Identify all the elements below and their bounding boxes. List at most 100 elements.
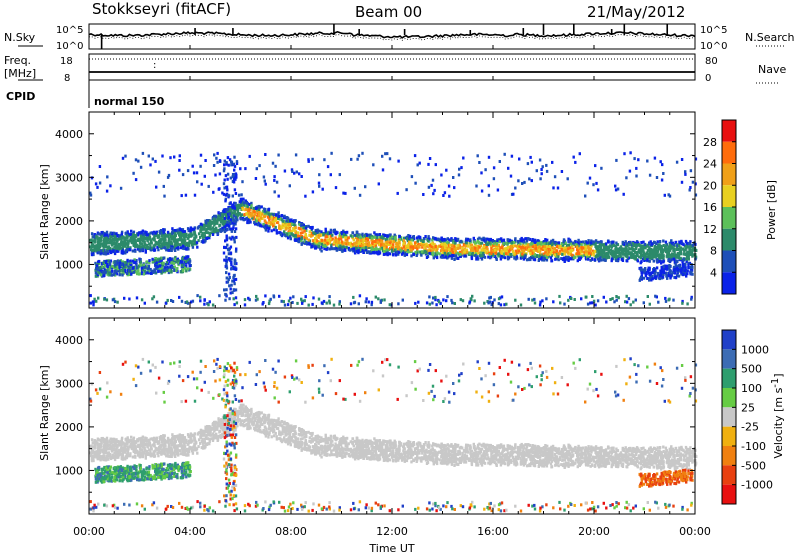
- power-cell: [394, 235, 397, 239]
- power-cell: [205, 237, 209, 240]
- power-cell: [391, 240, 394, 244]
- power-cell: [210, 227, 213, 231]
- power-cell: [499, 303, 503, 307]
- power-cell: [97, 251, 100, 255]
- power-cell: [199, 295, 202, 299]
- power-cell: [398, 243, 401, 246]
- power-cell: [248, 208, 251, 212]
- power-cell: [250, 204, 253, 208]
- power-cell: [583, 251, 586, 255]
- power-cell: [480, 241, 484, 245]
- power-cell: [451, 301, 454, 305]
- power-cell: [663, 193, 666, 197]
- power-cell: [274, 213, 278, 217]
- power-cell: [200, 182, 203, 186]
- power-cell: [540, 168, 543, 171]
- power-cell: [614, 184, 617, 188]
- power-cell: [664, 296, 667, 300]
- power-cell: [163, 234, 166, 238]
- power-cell: [317, 297, 321, 301]
- power-cell: [92, 253, 95, 257]
- power-cell: [680, 180, 684, 184]
- power-cell: [425, 256, 429, 259]
- power-cell: [151, 157, 154, 161]
- power-cell: [229, 209, 232, 213]
- power-cell: [441, 245, 444, 248]
- power-cell: [612, 244, 616, 248]
- power-cell: [244, 204, 247, 208]
- power-cell: [659, 273, 662, 277]
- power-cell: [362, 243, 366, 247]
- power-cell: [597, 252, 600, 256]
- power-cell: [685, 274, 688, 278]
- power-cell: [463, 254, 467, 258]
- power-cell: [567, 259, 570, 262]
- power-cell: [335, 239, 339, 243]
- power-cell: [152, 269, 155, 273]
- power-cell: [592, 242, 595, 246]
- power-cell: [315, 239, 318, 243]
- power-cell: [689, 169, 693, 173]
- power-cell: [474, 254, 477, 257]
- power-cell: [103, 239, 106, 243]
- power-cell: [318, 242, 321, 245]
- power-cell: [257, 211, 261, 214]
- power-cell: [430, 252, 433, 256]
- power-cell: [102, 274, 106, 278]
- power-cell: [283, 303, 287, 307]
- power-cell: [629, 240, 632, 244]
- power-cell: [121, 267, 125, 271]
- power-cell: [238, 212, 241, 216]
- power-cell: [131, 235, 134, 239]
- power-cell: [200, 240, 203, 244]
- power-cell: [373, 231, 376, 235]
- power-cell: [378, 251, 382, 255]
- power-cell: [139, 260, 142, 264]
- power-cell: [618, 252, 621, 256]
- power-cell: [94, 248, 97, 251]
- power-cell: [687, 253, 690, 257]
- power-cell: [131, 237, 134, 241]
- power-cell: [145, 260, 148, 264]
- power-cell: [151, 297, 154, 301]
- power-cell: [124, 261, 127, 265]
- power-cell: [458, 167, 461, 171]
- power-cell: [410, 254, 413, 258]
- power-cell: [374, 244, 378, 248]
- power-cell: [405, 253, 409, 257]
- power-cell: [551, 247, 554, 251]
- power-cell: [640, 241, 643, 244]
- power-cell: [409, 234, 412, 238]
- power-cell: [212, 217, 215, 221]
- power-cell: [675, 160, 679, 164]
- power-cell: [472, 236, 475, 240]
- power-cell: [392, 240, 396, 244]
- power-cell: [294, 226, 297, 230]
- power-cell: [221, 213, 224, 217]
- power-cell: [554, 257, 557, 261]
- power-cell: [674, 241, 677, 244]
- power-cell: [289, 237, 292, 241]
- power-cell: [600, 250, 603, 254]
- power-cell: [132, 266, 136, 270]
- power-cell: [239, 167, 242, 171]
- power-cell: [364, 185, 367, 189]
- power-cell: [321, 187, 324, 191]
- power-cell: [421, 243, 424, 247]
- power-cell: [390, 248, 394, 252]
- power-cell: [635, 166, 638, 170]
- power-cell: [148, 259, 151, 263]
- power-cell: [444, 249, 447, 253]
- power-cell: [344, 233, 347, 237]
- power-cell: [684, 239, 688, 243]
- power-cell: [258, 204, 261, 208]
- power-cell: [495, 247, 498, 251]
- power-cell: [401, 251, 405, 255]
- power-cell: [453, 302, 456, 305]
- power-cell: [153, 248, 157, 252]
- power-cell: [371, 246, 375, 250]
- power-cell: [104, 233, 107, 237]
- power-cell: [281, 219, 284, 223]
- power-cell: [388, 236, 392, 240]
- power-cell: [294, 219, 297, 223]
